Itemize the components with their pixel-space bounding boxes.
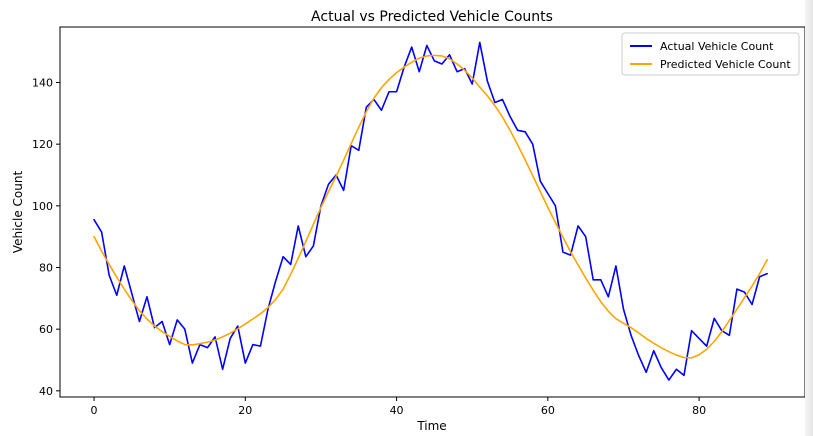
y-tick-label: 80 [39, 262, 53, 275]
x-tick-label: 40 [390, 404, 404, 417]
x-tick-label: 0 [91, 404, 98, 417]
plot-area [59, 26, 806, 398]
y-tick-label: 120 [32, 138, 53, 151]
y-tick-label: 60 [39, 323, 53, 336]
legend: Actual Vehicle Count Predicted Vehicle Co… [621, 32, 800, 76]
series-line-actual [93, 41, 768, 381]
y-tick-label: 40 [39, 385, 53, 398]
x-axis: 0 20 40 60 80 [91, 397, 706, 417]
y-tick-label: 100 [32, 200, 53, 213]
plot-frame [59, 26, 806, 398]
chart-title: Actual vs Predicted Vehicle Counts [311, 9, 553, 25]
y-axis: 40 60 80 100 120 140 [32, 77, 60, 398]
series-line-predicted [93, 54, 768, 359]
legend-label: Predicted Vehicle Count [660, 58, 791, 71]
x-tick-label: 20 [238, 404, 252, 417]
legend-box [621, 32, 800, 76]
x-tick-label: 60 [541, 404, 555, 417]
y-axis-label: Vehicle Count [11, 171, 25, 254]
window-edge-shadow [805, 0, 813, 436]
legend-label: Actual Vehicle Count [660, 40, 774, 53]
x-axis-label: Time [416, 419, 446, 433]
y-tick-label: 140 [32, 77, 53, 90]
x-tick-label: 80 [692, 404, 706, 417]
